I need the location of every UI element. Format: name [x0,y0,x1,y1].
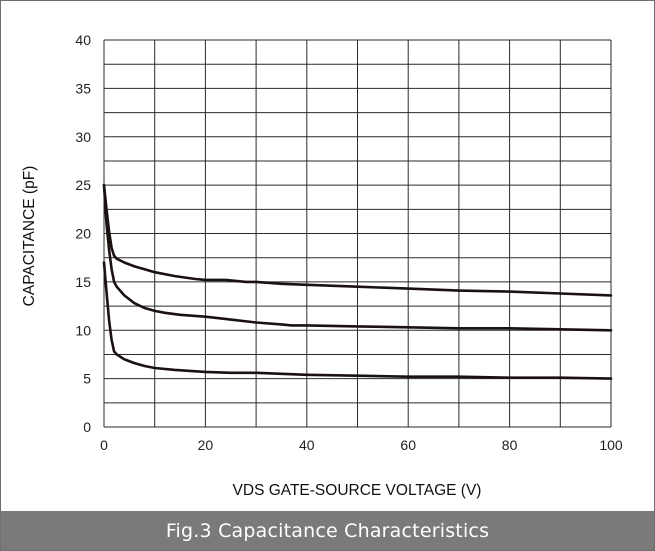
series-line-1 [102,183,613,297]
capacitance-chart: 0 20 40 60 80 100 0 5 10 15 20 25 30 35 40 VDS GATE-S… [21,32,623,499]
x-tick-label: 20 [198,437,214,453]
series-group [102,183,613,380]
y-tick-label: 40 [75,32,91,48]
y-tick-label: 35 [75,80,91,96]
y-axis-title: CAPACITANCE (pF) [21,166,38,307]
x-tick-label: 40 [299,437,315,453]
y-tick-label: 10 [75,322,91,338]
x-tick-label: 100 [599,437,623,453]
series-line-3 [102,261,613,380]
y-tick-labels: 0 5 10 15 20 25 30 35 40 [75,32,91,435]
figure-caption: Fig.3 Capacitance Characteristics [1,511,654,550]
x-tick-label: 0 [100,437,108,453]
x-tick-label: 80 [502,437,518,453]
y-tick-label: 5 [83,371,91,387]
x-tick-label: 60 [400,437,416,453]
y-tick-label: 15 [75,274,91,290]
y-tick-label: 20 [75,226,91,242]
y-tick-label: 0 [83,419,91,435]
y-tick-label: 25 [75,177,91,193]
x-tick-labels: 0 20 40 60 80 100 [100,437,623,453]
x-axis-title: VDS GATE-SOURCE VOLTAGE (V) [233,482,482,499]
y-tick-label: 30 [75,129,91,145]
series-line-2 [102,183,613,332]
